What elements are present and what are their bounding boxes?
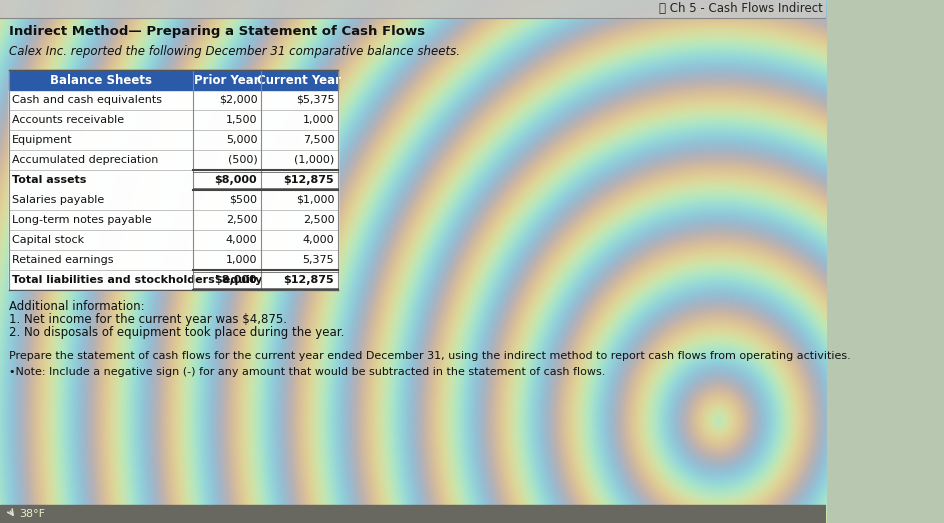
Bar (8, 70, 338, 90)
Text: Cash and cash equivalents: Cash and cash equivalents (12, 95, 162, 105)
Bar (8, 210, 338, 230)
Text: Accumulated depreciation: Accumulated depreciation (12, 155, 159, 165)
Text: $500: $500 (229, 195, 258, 205)
Text: Long-term notes payable: Long-term notes payable (12, 215, 152, 225)
Text: 7,500: 7,500 (303, 135, 334, 145)
Text: Retained earnings: Retained earnings (12, 255, 113, 265)
Text: 2,500: 2,500 (303, 215, 334, 225)
Bar (0, 18, 420, 523)
Text: $1,000: $1,000 (295, 195, 334, 205)
Text: 4,000: 4,000 (226, 235, 258, 245)
Text: 5,000: 5,000 (226, 135, 258, 145)
Bar (8, 270, 338, 290)
Text: Accounts receivable: Accounts receivable (12, 115, 125, 125)
Text: Prepare the statement of cash flows for the current year ended December 31, usin: Prepare the statement of cash flows for … (8, 351, 851, 361)
Text: $5,375: $5,375 (295, 95, 334, 105)
Text: Current Year: Current Year (258, 74, 342, 86)
Text: •Note: Include a negative sign (-) for any amount that would be subtracted in th: •Note: Include a negative sign (-) for a… (8, 367, 605, 377)
Text: 2,500: 2,500 (226, 215, 258, 225)
Text: $8,000: $8,000 (214, 175, 258, 185)
Bar (8, 70, 338, 290)
Bar (8, 170, 338, 190)
Text: 1,000: 1,000 (303, 115, 334, 125)
Text: Total assets: Total assets (12, 175, 87, 185)
Bar (8, 110, 338, 130)
Text: Balance Sheets: Balance Sheets (50, 74, 152, 86)
Text: (500): (500) (228, 155, 258, 165)
Text: 38°F: 38°F (19, 509, 45, 519)
Text: Indirect Method— Preparing a Statement of Cash Flows: Indirect Method— Preparing a Statement o… (8, 26, 425, 39)
Text: $2,000: $2,000 (219, 95, 258, 105)
Text: Calex Inc. reported the following December 31 comparative balance sheets.: Calex Inc. reported the following Decemb… (8, 46, 460, 59)
Text: Additional information:: Additional information: (8, 300, 144, 313)
Bar (8, 190, 338, 210)
Text: Total liabilities and stockholders’ equity: Total liabilities and stockholders’ equi… (12, 275, 262, 285)
Bar (8, 130, 338, 150)
Text: Salaries payable: Salaries payable (12, 195, 105, 205)
Text: 1,500: 1,500 (226, 115, 258, 125)
Text: 4,000: 4,000 (303, 235, 334, 245)
Text: 1. Net income for the current year was $4,875.: 1. Net income for the current year was $… (8, 313, 287, 326)
Bar (0, 505, 826, 523)
Bar (8, 90, 338, 110)
Text: (1,000): (1,000) (294, 155, 334, 165)
Text: 1,000: 1,000 (226, 255, 258, 265)
Text: $8,000: $8,000 (214, 275, 258, 285)
Text: Equipment: Equipment (12, 135, 73, 145)
Text: Capital stock: Capital stock (12, 235, 84, 245)
Bar (8, 150, 338, 170)
Text: ⎙ Ch 5 - Cash Flows Indirect: ⎙ Ch 5 - Cash Flows Indirect (659, 3, 822, 16)
Text: Prior Year: Prior Year (194, 74, 260, 86)
Text: 2. No disposals of equipment took place during the year.: 2. No disposals of equipment took place … (8, 326, 345, 339)
Text: $12,875: $12,875 (283, 275, 334, 285)
Text: $12,875: $12,875 (283, 175, 334, 185)
Bar (8, 250, 338, 270)
Bar (0, 0, 826, 18)
Text: 5,375: 5,375 (303, 255, 334, 265)
Bar (8, 230, 338, 250)
